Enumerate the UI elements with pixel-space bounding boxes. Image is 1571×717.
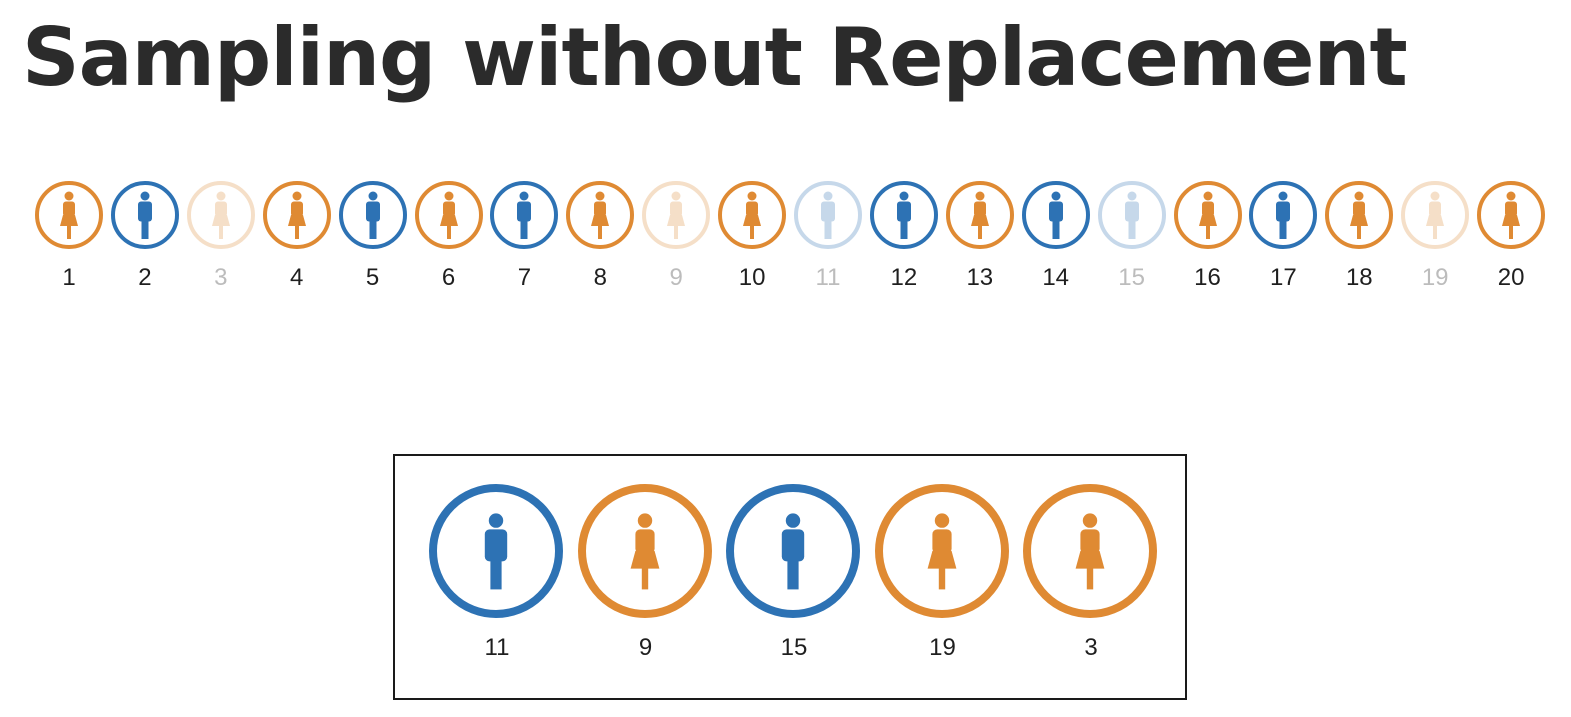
- population-label: 9: [669, 264, 683, 291]
- population-person-3: 3: [182, 178, 258, 298]
- male-person-icon: [1097, 181, 1166, 249]
- population-label: 11: [815, 264, 841, 291]
- female-person-icon: [945, 181, 1014, 249]
- population-label: 6: [441, 264, 456, 291]
- male-person-icon: [338, 181, 407, 249]
- population-label: 2: [138, 264, 152, 291]
- female-person-icon: [1173, 181, 1242, 249]
- population-person-8: 8: [561, 178, 637, 298]
- sample-label: 3: [1084, 634, 1098, 661]
- population-label: 16: [1194, 264, 1221, 291]
- population-label: 12: [890, 264, 918, 291]
- population-person-13: 13: [941, 178, 1017, 298]
- female-person-icon: [718, 181, 787, 249]
- female-person-icon: [1477, 181, 1546, 249]
- population-label: 13: [966, 264, 994, 291]
- sample-label: 15: [780, 634, 808, 661]
- population-label: 14: [1042, 264, 1070, 291]
- male-person-icon: [869, 181, 938, 249]
- population-label: 5: [365, 264, 380, 291]
- population-label: 19: [1421, 264, 1449, 291]
- sample-label: 11: [484, 634, 510, 661]
- population-person-7: 7: [485, 178, 561, 298]
- population-person-6: 6: [410, 178, 486, 298]
- population-person-15: 15: [1093, 178, 1169, 298]
- population-label: 17: [1270, 264, 1297, 291]
- population-person-1: 1: [30, 178, 106, 298]
- population-label: 15: [1118, 264, 1145, 291]
- female-person-icon: [1023, 484, 1157, 618]
- sample-person-3: 3: [1021, 484, 1161, 674]
- population-label: 1: [62, 264, 76, 291]
- population-person-19: 19: [1396, 178, 1472, 298]
- sample-person-9: 9: [576, 484, 716, 674]
- male-person-icon: [110, 181, 179, 249]
- population-person-16: 16: [1169, 178, 1245, 298]
- population-person-14: 14: [1017, 178, 1093, 298]
- female-person-icon: [874, 484, 1009, 618]
- population-person-9: 9: [637, 178, 713, 298]
- female-person-icon: [1401, 181, 1470, 249]
- female-person-icon: [262, 181, 331, 249]
- sample-person-11: 11: [427, 484, 567, 674]
- population-label: 8: [593, 264, 607, 291]
- female-person-icon: [414, 181, 483, 249]
- population-person-10: 10: [713, 178, 789, 298]
- sample-box: 11 9 15 19 3: [393, 454, 1187, 700]
- population-person-4: 4: [258, 178, 334, 298]
- population-label: 4: [290, 264, 304, 291]
- female-person-icon: [642, 181, 711, 249]
- population-label: 7: [517, 264, 532, 291]
- population-label: 20: [1497, 264, 1525, 291]
- female-person-icon: [186, 181, 255, 249]
- female-person-icon: [577, 484, 712, 618]
- population-person-2: 2: [106, 178, 182, 298]
- population-person-17: 17: [1244, 178, 1320, 298]
- sample-person-19: 19: [873, 484, 1013, 674]
- population-label: 18: [1345, 264, 1373, 291]
- population-person-12: 12: [865, 178, 941, 298]
- female-person-icon: [1325, 181, 1394, 249]
- female-person-icon: [566, 181, 635, 249]
- male-person-icon: [1021, 181, 1090, 249]
- sample-person-15: 15: [724, 484, 864, 674]
- female-person-icon: [35, 181, 103, 249]
- male-person-icon: [490, 181, 559, 249]
- male-person-icon: [794, 181, 862, 249]
- sample-label: 19: [929, 634, 956, 661]
- population-person-20: 20: [1472, 178, 1548, 298]
- population-label: 10: [738, 264, 766, 291]
- population-person-11: 11: [789, 178, 865, 298]
- sample-label: 9: [638, 634, 653, 661]
- page-title: Sampling without Replacement: [22, 11, 1408, 104]
- population-person-5: 5: [334, 178, 410, 298]
- male-person-icon: [429, 484, 563, 618]
- population-person-18: 18: [1320, 178, 1396, 298]
- population-row: 1 2 3 4 5 6 7 8 9 10 11 12 13 14 15 16 17 18 19 20: [30, 178, 1546, 308]
- male-person-icon: [726, 484, 860, 618]
- population-label: 3: [214, 264, 228, 291]
- male-person-icon: [1249, 181, 1318, 249]
